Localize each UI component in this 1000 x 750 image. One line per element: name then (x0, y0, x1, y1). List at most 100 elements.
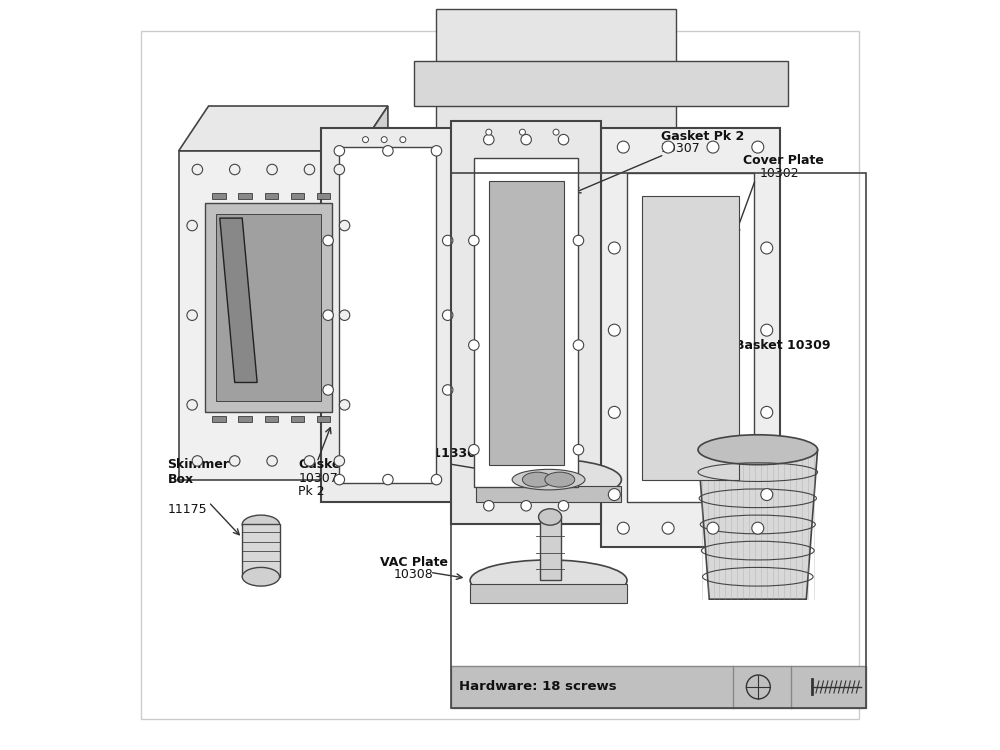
Circle shape (334, 456, 345, 466)
Circle shape (442, 236, 453, 246)
Polygon shape (179, 106, 388, 151)
Circle shape (442, 310, 453, 320)
Bar (451, 667, 866, 707)
Polygon shape (698, 450, 818, 599)
Circle shape (267, 456, 277, 466)
Circle shape (484, 500, 494, 511)
Circle shape (339, 400, 350, 410)
Circle shape (761, 324, 773, 336)
Circle shape (558, 134, 569, 145)
Bar (317, 194, 330, 200)
Bar (642, 196, 739, 479)
Circle shape (469, 236, 479, 246)
Ellipse shape (512, 470, 585, 490)
Circle shape (334, 475, 345, 484)
Circle shape (442, 385, 453, 395)
Circle shape (323, 385, 333, 395)
Ellipse shape (545, 472, 575, 487)
Circle shape (400, 136, 406, 142)
Text: Basket 10309: Basket 10309 (735, 339, 831, 352)
Ellipse shape (522, 472, 552, 487)
Bar (351, 158, 425, 458)
Polygon shape (220, 218, 257, 382)
Circle shape (304, 164, 315, 175)
Bar (179, 151, 358, 479)
Text: 11175: 11175 (167, 503, 207, 516)
Circle shape (469, 340, 479, 350)
Bar (291, 194, 304, 200)
Bar (474, 158, 578, 487)
Circle shape (383, 146, 393, 156)
Circle shape (339, 310, 350, 320)
Bar (265, 194, 278, 200)
Circle shape (431, 146, 442, 156)
Circle shape (484, 134, 494, 145)
Ellipse shape (470, 560, 627, 601)
Circle shape (334, 164, 345, 175)
Text: Gasket: Gasket (298, 458, 347, 472)
Circle shape (381, 136, 387, 142)
Circle shape (553, 129, 559, 135)
Circle shape (617, 141, 629, 153)
Bar (451, 173, 866, 707)
Circle shape (230, 456, 240, 466)
Circle shape (192, 164, 203, 175)
Circle shape (486, 129, 492, 135)
Bar (627, 173, 754, 502)
Circle shape (334, 146, 345, 156)
Circle shape (383, 475, 393, 484)
Bar (339, 147, 436, 483)
Bar (212, 416, 226, 422)
Bar (470, 584, 627, 603)
Bar (265, 416, 278, 422)
Circle shape (339, 220, 350, 231)
Ellipse shape (698, 435, 818, 465)
Bar (601, 128, 780, 547)
Circle shape (761, 488, 773, 500)
Circle shape (608, 488, 620, 500)
Text: Lid 11330: Lid 11330 (407, 447, 475, 460)
Text: Gasket Pk 2: Gasket Pk 2 (661, 130, 744, 142)
Text: Weir Flap: Weir Flap (242, 236, 309, 249)
Circle shape (573, 445, 584, 455)
Circle shape (608, 242, 620, 254)
Circle shape (752, 141, 764, 153)
Text: Pk 2: Pk 2 (298, 485, 325, 498)
Bar (238, 194, 252, 200)
Polygon shape (358, 106, 388, 479)
Circle shape (617, 522, 629, 534)
Ellipse shape (539, 509, 562, 525)
Circle shape (752, 522, 764, 534)
Text: Cover Plate: Cover Plate (743, 154, 824, 166)
Circle shape (608, 324, 620, 336)
Circle shape (363, 136, 368, 142)
Circle shape (707, 522, 719, 534)
Circle shape (431, 475, 442, 484)
Bar (414, 62, 788, 106)
Bar (212, 194, 226, 200)
Bar (238, 416, 252, 422)
Bar (540, 517, 561, 580)
Bar (436, 9, 676, 450)
Bar (216, 214, 321, 401)
Bar (242, 524, 280, 577)
Text: Skimmer
Box: Skimmer Box (167, 458, 229, 486)
Circle shape (521, 134, 531, 145)
Ellipse shape (476, 459, 621, 500)
Circle shape (662, 522, 674, 534)
Circle shape (304, 456, 315, 466)
Ellipse shape (242, 515, 280, 534)
Text: 10302: 10302 (760, 167, 800, 180)
Circle shape (608, 406, 620, 418)
Circle shape (323, 236, 333, 246)
Ellipse shape (242, 568, 280, 586)
Bar (451, 121, 601, 524)
Text: Hardware: 18 screws: Hardware: 18 screws (459, 680, 617, 694)
Circle shape (323, 310, 333, 320)
Circle shape (761, 406, 773, 418)
Circle shape (519, 129, 525, 135)
Circle shape (573, 236, 584, 246)
Circle shape (192, 456, 203, 466)
Circle shape (662, 141, 674, 153)
Text: VAC Plate: VAC Plate (380, 556, 448, 568)
